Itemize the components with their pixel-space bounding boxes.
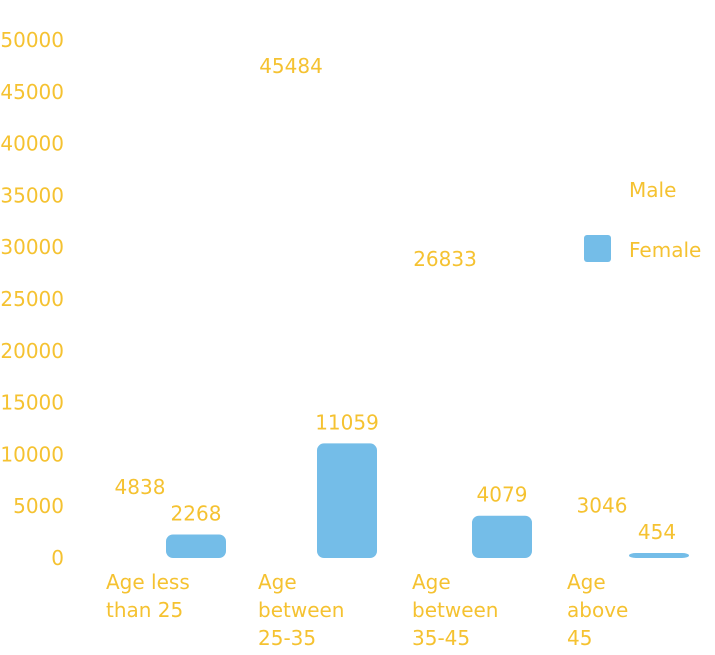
data-label-female-4: 454 [638,520,676,544]
y-tick-label: 5000 [13,494,64,518]
data-label-female-3: 4079 [477,483,528,507]
y-tick-label: 0 [51,546,64,570]
data-label-male-2: 45484 [259,54,323,78]
data-labels: 4838 45484 26833 3046 2268 11059 4079 454 [115,54,677,544]
data-label-female-2: 11059 [315,410,379,434]
bars [110,86,689,558]
y-tick-label: 15000 [0,391,64,415]
y-tick-label: 40000 [0,132,64,156]
y-tick-label: 20000 [0,339,64,363]
data-label-male-4: 3046 [577,493,628,517]
x-category-label: Age between 35-45 [412,570,498,650]
legend: Male Female [584,178,701,262]
bar-male-4 [572,526,632,558]
data-label-male-3: 26833 [413,247,477,271]
y-axis: 0 5000 10000 15000 20000 25000 30000 35000 40000… [0,28,64,570]
bar-female-2 [317,443,377,558]
bar-male-1 [110,507,170,558]
legend-label-female: Female [629,238,701,262]
y-tick-label: 35000 [0,183,64,207]
bar-male-3 [415,280,475,558]
legend-label-male: Male [629,178,676,202]
legend-swatch-female [584,235,611,262]
category-labels: Age less than 25 Age between 25-35 Age between… [106,570,628,650]
x-category-label: Age above 45 [567,570,628,650]
bar-female-4 [629,553,689,558]
bar-female-3 [472,515,532,558]
data-label-male-1: 4838 [115,475,166,499]
x-category-label: Age less than 25 [106,570,190,622]
bar-female-1 [166,534,226,558]
y-tick-label: 50000 [0,28,64,52]
x-category-label: Age between 25-35 [258,570,344,650]
bar-male-2 [261,86,321,558]
y-tick-label: 30000 [0,235,64,259]
data-label-female-1: 2268 [171,502,222,526]
y-tick-label: 45000 [0,80,64,104]
y-tick-label: 10000 [0,442,64,466]
y-tick-label: 25000 [0,287,64,311]
